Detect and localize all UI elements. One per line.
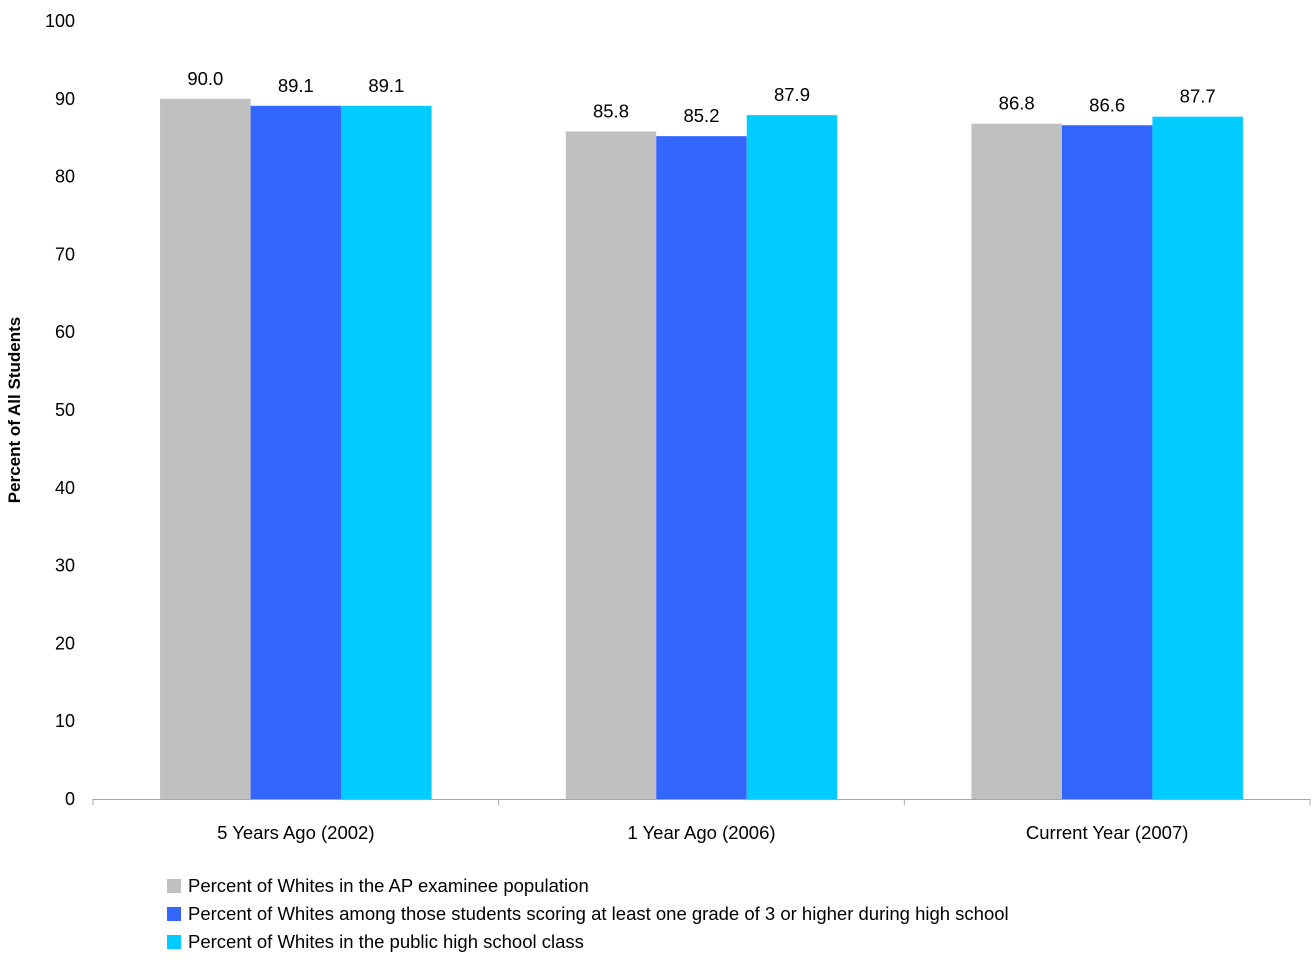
legend-label: Percent of Whites in the public high sch… (188, 931, 584, 952)
legend-label: Percent of Whites among those students s… (188, 903, 1009, 924)
legend: Percent of Whites in the AP examinee pop… (167, 872, 1287, 956)
x-tick-label: Current Year (2007) (1026, 822, 1189, 843)
y-tick-label: 90 (55, 89, 75, 109)
y-axis: 0 10 20 30 40 50 60 70 80 90 100 (45, 11, 75, 809)
bar (1061, 125, 1153, 799)
y-tick-label: 100 (45, 11, 75, 31)
legend-item-scoring-3-or-higher: Percent of Whites among those students s… (167, 900, 1287, 928)
bars (160, 98, 1243, 800)
data-label: 86.8 (999, 93, 1035, 114)
y-tick-label: 60 (55, 322, 75, 342)
y-tick-label: 10 (55, 711, 75, 731)
data-label: 90.0 (187, 68, 223, 89)
data-label: 87.7 (1180, 86, 1216, 107)
y-axis-title: Percent of All Students (5, 317, 24, 503)
data-labels: 90.0 89.1 89.1 85.8 85.2 87.9 86.8 86.6 87.7 (187, 68, 1215, 126)
bar (1152, 116, 1243, 800)
bar (565, 131, 657, 799)
y-tick-label: 70 (55, 244, 75, 264)
bar (160, 98, 251, 800)
legend-swatch (167, 935, 181, 949)
y-tick-label: 80 (55, 167, 75, 187)
y-tick-label: 0 (65, 789, 75, 809)
legend-item-public-hs-class: Percent of Whites in the public high sch… (167, 928, 1287, 956)
bar (746, 115, 838, 799)
data-label: 86.6 (1089, 94, 1125, 115)
bar (971, 123, 1062, 800)
legend-item-ap-examinees: Percent of Whites in the AP examinee pop… (167, 872, 1287, 900)
y-tick-label: 20 (55, 633, 75, 653)
legend-swatch (167, 879, 181, 893)
x-tick-label: 5 Years Ago (2002) (217, 822, 374, 843)
legend-swatch (167, 907, 181, 921)
bar (250, 105, 342, 799)
data-label: 87.9 (774, 84, 810, 105)
bar (341, 105, 432, 799)
data-label: 89.1 (368, 75, 404, 96)
data-label: 85.8 (593, 100, 629, 121)
legend-label: Percent of Whites in the AP examinee pop… (188, 875, 589, 896)
y-tick-label: 30 (55, 556, 75, 576)
y-tick-label: 40 (55, 478, 75, 498)
y-tick-label: 50 (55, 400, 75, 420)
x-tick-label: 1 Year Ago (2006) (627, 822, 775, 843)
data-label: 89.1 (278, 75, 314, 96)
x-axis: 5 Years Ago (2002) 1 Year Ago (2006) Curre… (92, 799, 1311, 843)
data-label: 85.2 (683, 105, 719, 126)
bar (656, 136, 747, 800)
